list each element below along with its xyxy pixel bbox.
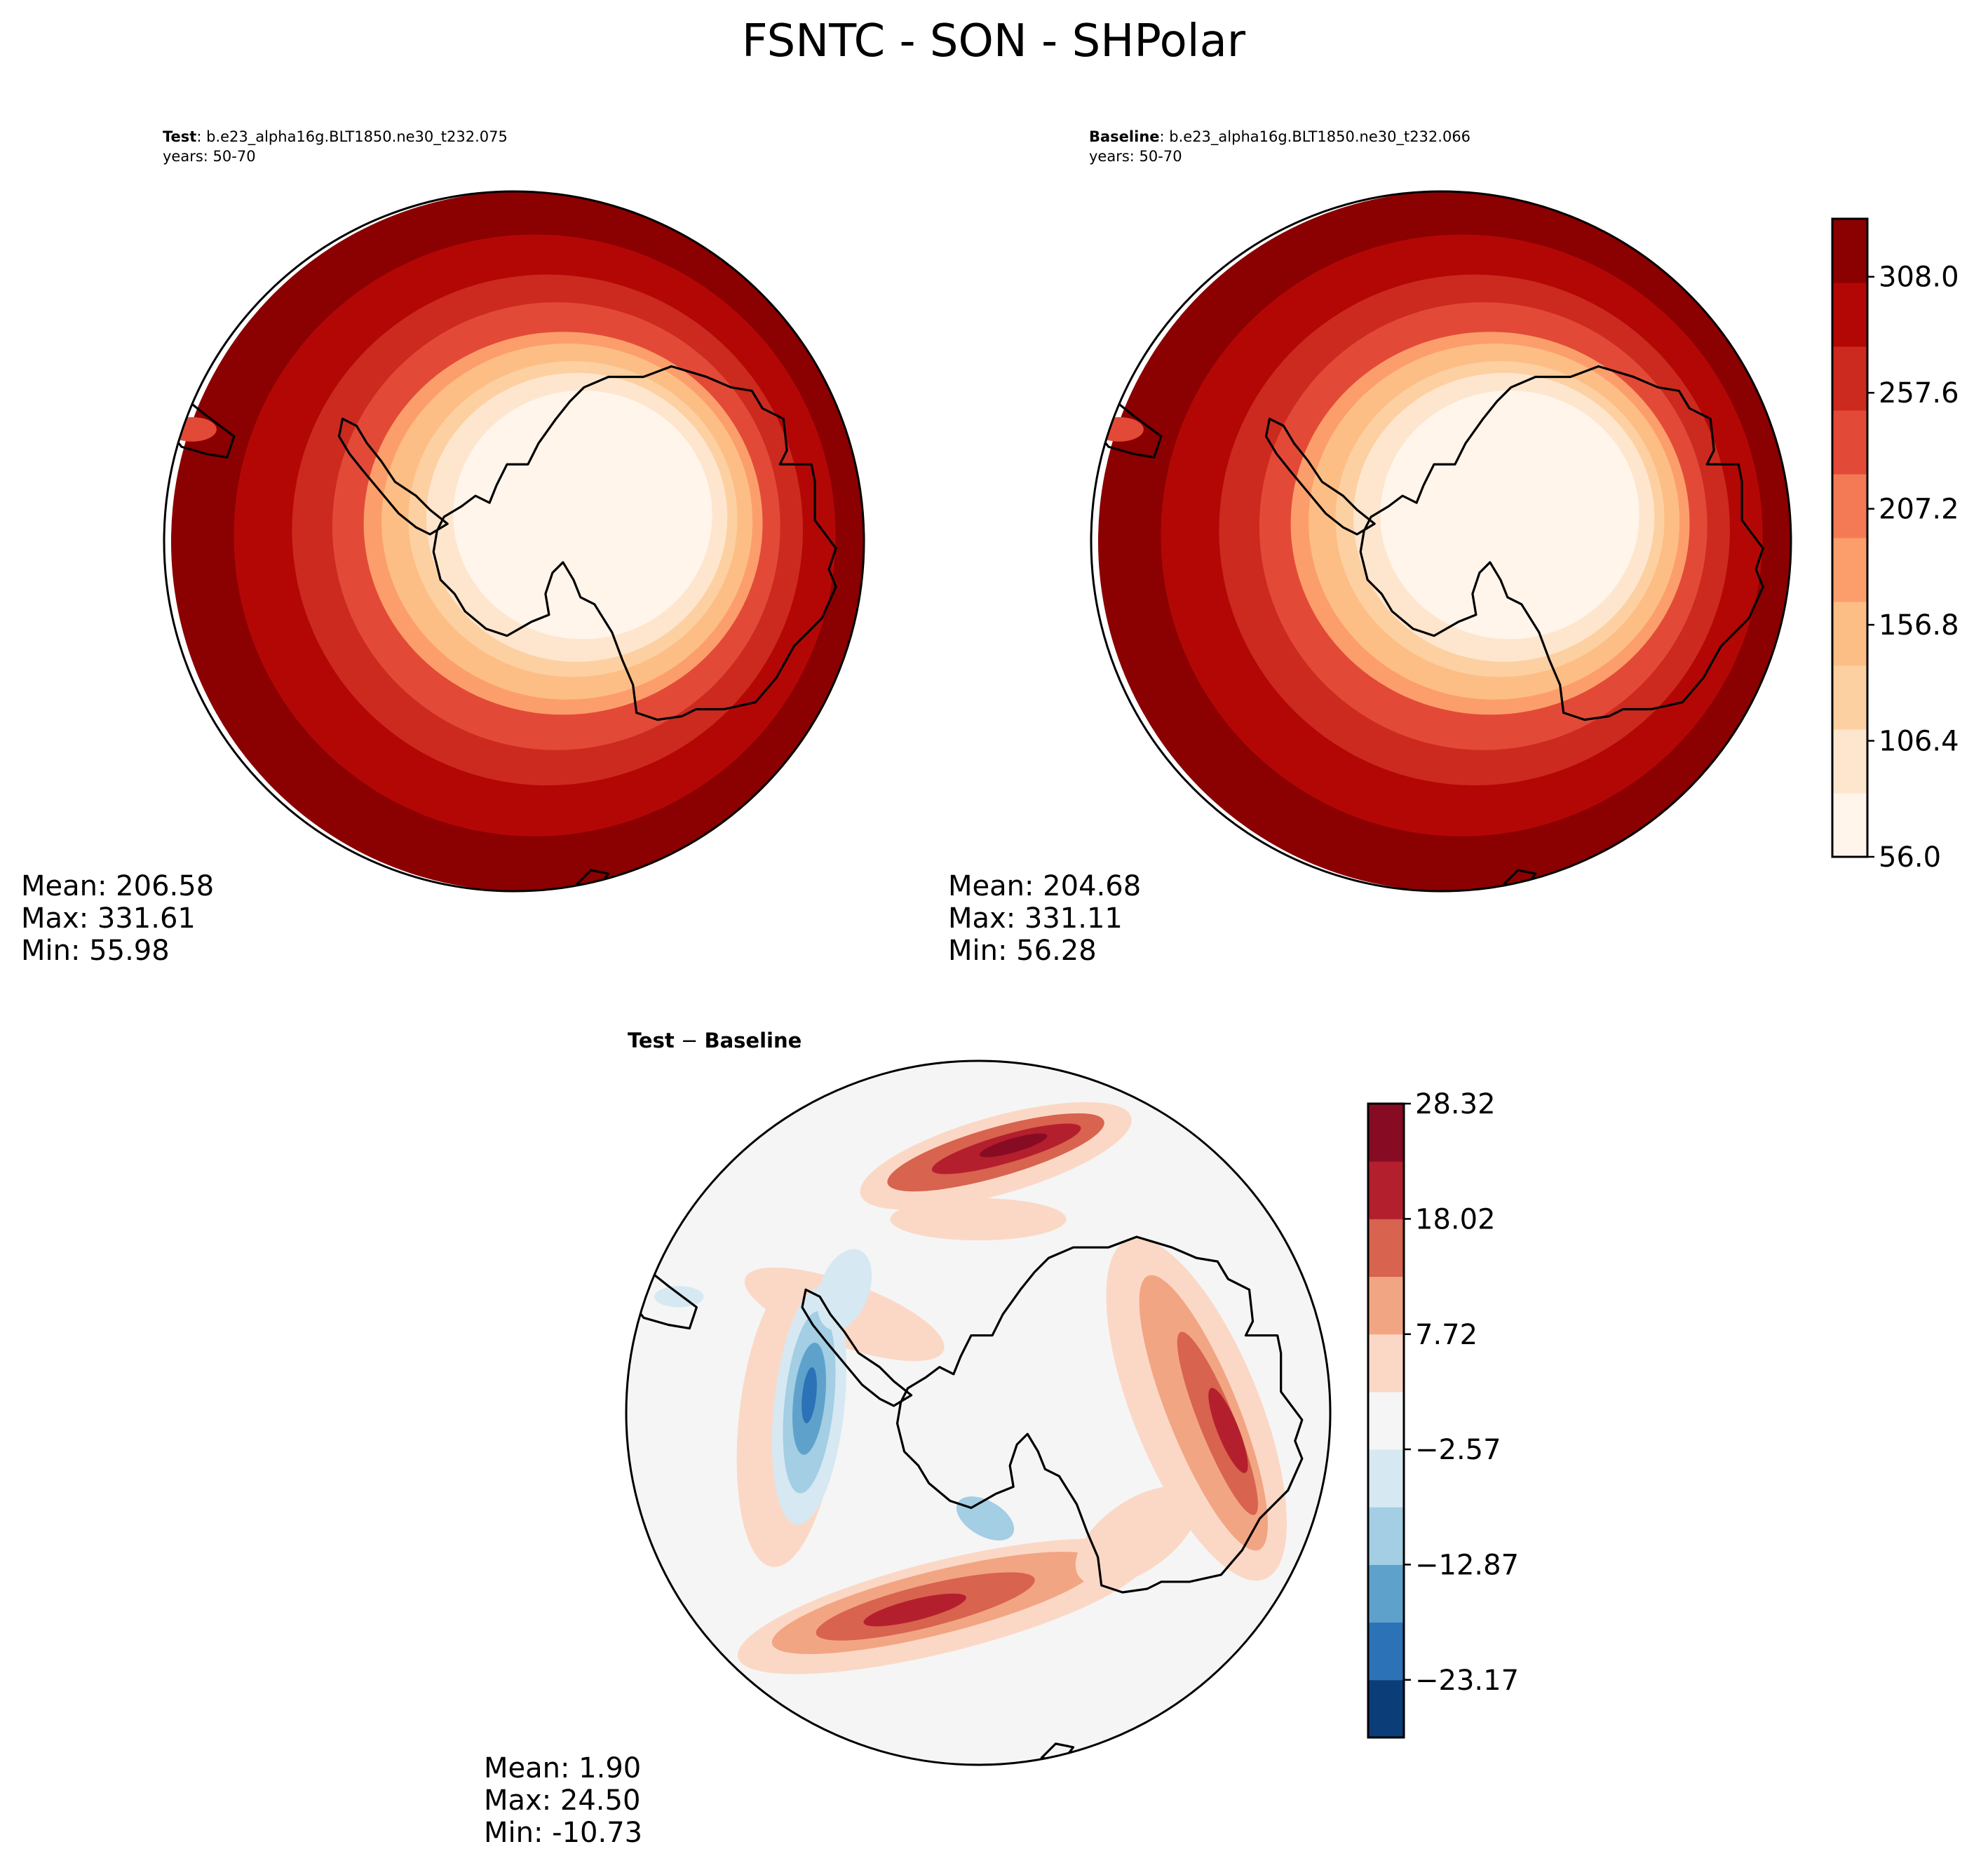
- difference-map: [625, 1059, 1332, 1766]
- colorbar-tick-label: 308.0: [1879, 262, 1959, 294]
- baseline-map: [1090, 190, 1792, 893]
- map-boundary: [163, 190, 865, 893]
- colorbar-bin: [1832, 474, 1867, 538]
- contour-band: [453, 391, 712, 639]
- colorbar-bin: [1832, 793, 1867, 858]
- contour-band: [890, 1198, 1067, 1241]
- colorbar-tick-label: 257.6: [1879, 377, 1959, 409]
- stat-min: Min: 56.28: [948, 935, 1097, 967]
- colorbar-tick-label: 56.0: [1879, 841, 1941, 874]
- stat-max: Max: 331.11: [948, 902, 1123, 935]
- colorbar-bin: [1832, 219, 1867, 283]
- colorbar-bin: [1368, 1219, 1404, 1278]
- colorbar-tick-label: −23.17: [1415, 1665, 1519, 1697]
- contour-band: [1380, 391, 1639, 639]
- test-map: [163, 190, 865, 893]
- colorbar-tick-label: 28.32: [1415, 1088, 1496, 1120]
- colorbar-bin: [1368, 1449, 1404, 1507]
- map-boundary: [625, 1059, 1332, 1766]
- colorbar-bin: [1368, 1104, 1404, 1162]
- contour-band: [979, 1133, 1048, 1158]
- colorbar-bin: [1368, 1161, 1404, 1219]
- contour-band: [817, 1249, 872, 1331]
- map-boundary: [1090, 190, 1792, 893]
- colorbar-bin: [1832, 602, 1867, 666]
- colorbar-tick-label: −12.87: [1415, 1549, 1519, 1581]
- colorbar-bin: [1832, 665, 1867, 730]
- stat-mean: Mean: 204.68: [948, 870, 1141, 902]
- colorbar-tick-label: 207.2: [1879, 494, 1959, 526]
- colorbar-bin: [1832, 538, 1867, 602]
- colorbar-tick-label: −2.57: [1415, 1434, 1501, 1466]
- colorbar-bin: [1832, 729, 1867, 794]
- difference-title: Test − Baseline: [628, 1029, 802, 1052]
- colorbar-tick-label: 156.8: [1879, 609, 1959, 642]
- stat-max: Max: 331.61: [21, 902, 196, 935]
- colorbar-bin: [1368, 1334, 1404, 1393]
- contour-band: [167, 416, 217, 442]
- stat-max: Max: 24.50: [484, 1784, 640, 1817]
- colorbar-diff: 28.32 18.02 7.72 −2.57 −12.87 −23.17: [1367, 1088, 1519, 1739]
- baseline-header: Baseline: b.e23_alpha16g.BLT1850.ne30_t2…: [1089, 128, 1470, 146]
- colorbar-bin: [1368, 1622, 1404, 1681]
- colorbar-tick-label: 7.72: [1415, 1319, 1478, 1351]
- colorbar-frame: [1831, 217, 1869, 858]
- contour-band: [802, 1367, 817, 1423]
- stat-min: Min: -10.73: [484, 1817, 642, 1849]
- stat-mean: Mean: 206.58: [21, 870, 214, 902]
- figure-title: FSNTC - SON - SHPolar: [742, 15, 1246, 67]
- colorbar-bin: [1368, 1564, 1404, 1623]
- contour-band: [863, 1593, 966, 1627]
- colorbar-bin: [1832, 410, 1867, 475]
- stat-min: Min: 55.98: [21, 935, 170, 967]
- contour-band: [1208, 1388, 1248, 1473]
- colorbar-bin: [1832, 283, 1867, 347]
- colorbar-bin: [1832, 346, 1867, 411]
- baseline-header-years: years: 50-70: [1089, 148, 1182, 165]
- colorbar-tick-label: 106.4: [1879, 726, 1959, 758]
- contour-band: [654, 1286, 704, 1308]
- contour-band: [1094, 416, 1144, 442]
- colorbar-frame: [1367, 1102, 1405, 1739]
- colorbar-bin: [1368, 1391, 1404, 1450]
- colorbar-main: 56.0 106.4 156.8 207.2 257.6 308.0: [1831, 217, 1959, 874]
- stat-mean: Mean: 1.90: [484, 1752, 641, 1784]
- colorbar-bin: [1368, 1507, 1404, 1565]
- colorbar-bin: [1368, 1679, 1404, 1738]
- contour-band: [1075, 1486, 1198, 1586]
- colorbar-tick-label: 18.02: [1415, 1203, 1496, 1235]
- test-header-years: years: 50-70: [163, 148, 256, 165]
- test-header: Test: b.e23_alpha16g.BLT1850.ne30_t232.0…: [163, 128, 508, 146]
- colorbar-bin: [1368, 1276, 1404, 1335]
